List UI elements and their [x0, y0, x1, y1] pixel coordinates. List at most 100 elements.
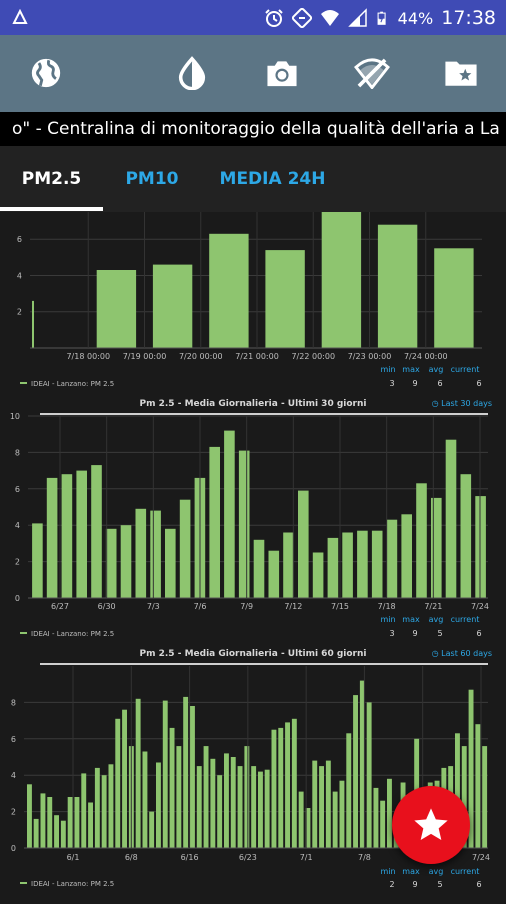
chart-bar: [312, 760, 318, 848]
chart-bar: [357, 530, 368, 598]
chart-bar: [353, 695, 358, 848]
stat-header-max: max: [402, 867, 420, 876]
chart-bar: [312, 552, 324, 598]
chart-bar: [251, 766, 257, 848]
chart-bar: [32, 523, 43, 598]
chart-bar: [196, 766, 202, 848]
y-tick-label: 0: [11, 844, 16, 853]
y-tick-label: 10: [10, 412, 20, 421]
y-tick-label: 0: [15, 594, 20, 603]
chart-bar: [101, 775, 107, 848]
chart-bar: [142, 751, 148, 848]
stat-header-avg: avg: [429, 365, 444, 374]
chart-bar: [461, 746, 467, 848]
chart-bar: [152, 264, 193, 348]
wifi-off-icon: [354, 58, 390, 89]
chart-bar: [150, 510, 161, 598]
range-label: ◷ Last 30 days: [432, 399, 492, 408]
chart-bar: [371, 530, 383, 598]
signal-icon: [347, 8, 367, 27]
toolbar: [0, 35, 506, 112]
favorite-fab[interactable]: [392, 786, 470, 864]
chart-bar: [373, 787, 379, 848]
chart-bar: [285, 722, 290, 848]
chart-bar: [179, 499, 191, 598]
chart-bar: [162, 700, 168, 848]
y-tick-label: 2: [17, 308, 22, 317]
chart-bar: [40, 793, 46, 848]
chart-bar: [135, 508, 147, 598]
tab-pm25[interactable]: PM2.5: [21, 169, 82, 189]
chart-bar: [265, 250, 305, 348]
chart-bar: [115, 718, 121, 848]
chart-bar: [183, 696, 189, 848]
x-tick-label: 6/8: [125, 853, 138, 862]
legend-swatch: [20, 882, 27, 884]
stat-header-max: max: [402, 615, 420, 624]
chart-bar: [321, 212, 362, 348]
chart-bar: [224, 430, 235, 598]
camera-button[interactable]: [264, 55, 300, 91]
stat-header-min: min: [380, 867, 395, 876]
globe-icon: [31, 58, 61, 88]
range-label: ◷ Last 60 days: [432, 649, 492, 658]
legend-label: IDEAI - Lanzano: PM 2.5: [31, 630, 114, 638]
chart-bar: [460, 474, 472, 598]
x-tick-label: 7/6: [194, 602, 207, 611]
chart-bar: [455, 733, 460, 848]
chart-bar: [47, 797, 53, 848]
stat-value-max: 9: [412, 880, 417, 889]
chart-bar: [209, 446, 220, 598]
chart-bar: [27, 784, 32, 848]
legend-swatch: [20, 382, 27, 384]
chart-bar: [32, 300, 34, 348]
x-tick-label: 7/9: [240, 602, 253, 611]
chart-bar: [298, 791, 304, 848]
battery-percentage: 44%: [397, 8, 434, 28]
tab-media-24h[interactable]: MEDIA 24H: [219, 169, 326, 189]
chart-bar: [46, 477, 58, 598]
stat-value-max: 9: [412, 629, 417, 638]
chart-bar: [327, 537, 339, 598]
chart-bar: [135, 698, 141, 848]
legend-swatch: [20, 632, 27, 634]
folder-star-button[interactable]: [443, 55, 479, 91]
chart-bar: [258, 771, 263, 848]
chart-bar: [67, 797, 73, 848]
globe-button[interactable]: [28, 55, 64, 91]
chart-bar: [346, 733, 352, 848]
chart-bar: [475, 724, 481, 848]
chart-panel-hourly: 2 4 6 7/18 00:00 7/19 00:00 7/20 00:00 7/21 00…: [0, 212, 506, 396]
chart-bar: [386, 519, 398, 598]
stat-header-avg: avg: [429, 867, 444, 876]
chart-bar: [387, 778, 392, 848]
wifi-off-button[interactable]: [354, 55, 390, 91]
chart-bar: [264, 769, 270, 848]
x-tick-label: 7/8: [358, 853, 371, 862]
chart-bar: [122, 709, 127, 848]
chart-panel-60-days: Pm 2.5 - Media Giornalieria - Ultimi 60 …: [0, 646, 506, 900]
app-notification-icon: [12, 9, 28, 24]
stat-value-current: 6: [476, 379, 481, 388]
x-tick-label: 6/27: [51, 602, 69, 611]
chart-bar: [468, 689, 474, 848]
daily-30-bar-chart: Pm 2.5 - Media Giornalieria - Ultimi 30 …: [10, 399, 492, 638]
chart-bar: [108, 764, 114, 848]
tab-pm10[interactable]: PM10: [125, 169, 179, 189]
chart-bar: [244, 746, 250, 848]
chart-bar: [342, 532, 353, 598]
tab-bar: PM2.5 PM10 MEDIA 24H: [0, 146, 506, 212]
chart-bar: [298, 490, 309, 598]
status-bar: 44% 17:38: [0, 0, 506, 35]
chart-bar: [319, 766, 324, 848]
star-icon: [414, 808, 448, 840]
stat-header-current: current: [451, 615, 480, 624]
contrast-button[interactable]: [174, 55, 210, 91]
y-tick-label: 4: [17, 271, 22, 280]
stat-value-avg: 5: [437, 629, 442, 638]
x-tick-label: 7/3: [147, 602, 160, 611]
clock-time: 17:38: [441, 7, 496, 29]
chart-title: Pm 2.5 - Media Giornalieria - Ultimi 60 …: [140, 649, 367, 659]
chart-bar: [305, 808, 311, 848]
stat-header-min: min: [380, 615, 395, 624]
